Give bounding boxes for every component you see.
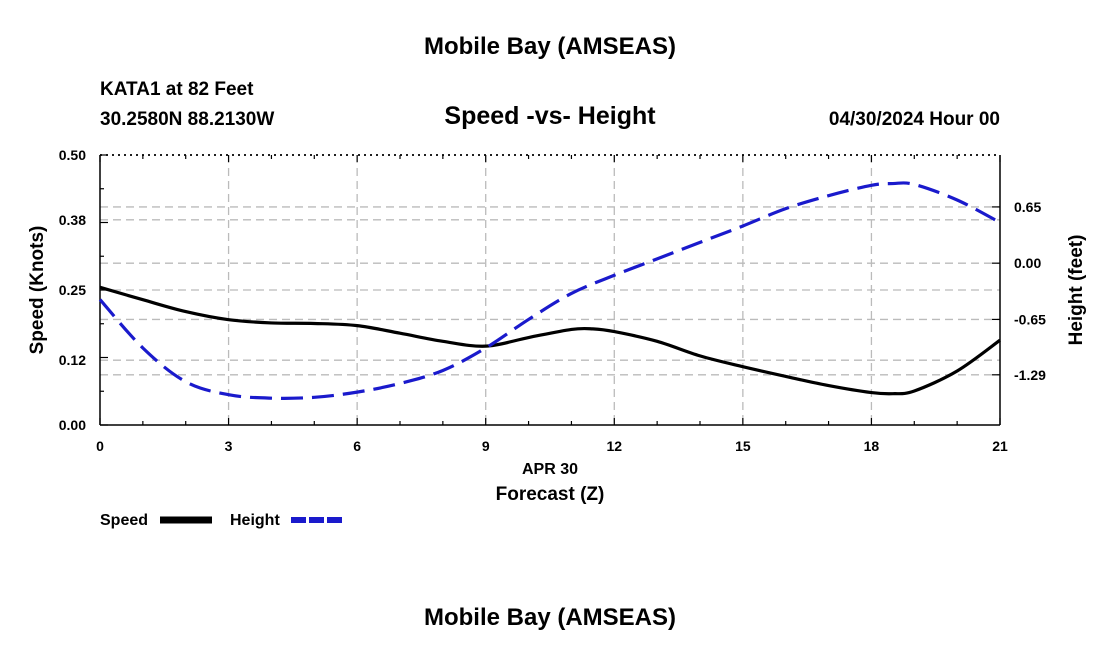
y-tick-label: 0.00 <box>59 417 86 433</box>
y2-tick-label: 0.00 <box>1014 255 1041 271</box>
footer-title: Mobile Bay (AMSEAS) <box>424 604 676 631</box>
speed-series-line <box>99 285 1001 396</box>
date-axis-label: APR 30 <box>522 461 578 478</box>
y-axis-label: Speed (Knots) <box>27 226 48 355</box>
page-title: Mobile Bay (AMSEAS) <box>424 33 676 60</box>
y-tick-label: 0.12 <box>59 352 86 368</box>
y2-axis-label: Height (feet) <box>1066 235 1087 346</box>
coords-label: 30.2580N 88.2130W <box>100 109 274 130</box>
legend-height-label: Height <box>230 512 280 529</box>
x-axis-label: Forecast (Z) <box>496 484 605 505</box>
y2-tick-label: 0.65 <box>1014 199 1041 215</box>
legend-speed-label: Speed <box>100 512 148 529</box>
chart-title: Speed -vs- Height <box>444 102 656 130</box>
series-lines <box>98 181 1001 400</box>
grid-lines <box>100 155 1000 425</box>
x-tick-label: 18 <box>864 438 880 454</box>
legend: Speed Height <box>100 512 343 529</box>
station-label: KATA1 at 82 Feet <box>100 79 254 100</box>
x-tick-label: 21 <box>992 438 1008 454</box>
height-series-line <box>98 181 1001 400</box>
y2-tick-label: -0.65 <box>1014 311 1046 327</box>
y-tick-label: 0.38 <box>59 212 86 228</box>
y2-tick-label: -1.29 <box>1014 367 1046 383</box>
x-tick-label: 12 <box>606 438 622 454</box>
x-tick-label: 3 <box>225 438 233 454</box>
y-tick-label: 0.50 <box>59 147 86 163</box>
y-tick-label: 0.25 <box>59 282 86 298</box>
x-tick-label: 0 <box>96 438 104 454</box>
x-tick-label: 15 <box>735 438 751 454</box>
axis-ticks: 0 3 6 9 12 15 18 21 0.00 0.12 0.25 0.38 0.50 -1.29 -0.… <box>59 147 1046 454</box>
x-tick-label: 9 <box>482 438 490 454</box>
x-tick-label: 6 <box>353 438 361 454</box>
date-label: 04/30/2024 Hour 00 <box>829 109 1000 130</box>
